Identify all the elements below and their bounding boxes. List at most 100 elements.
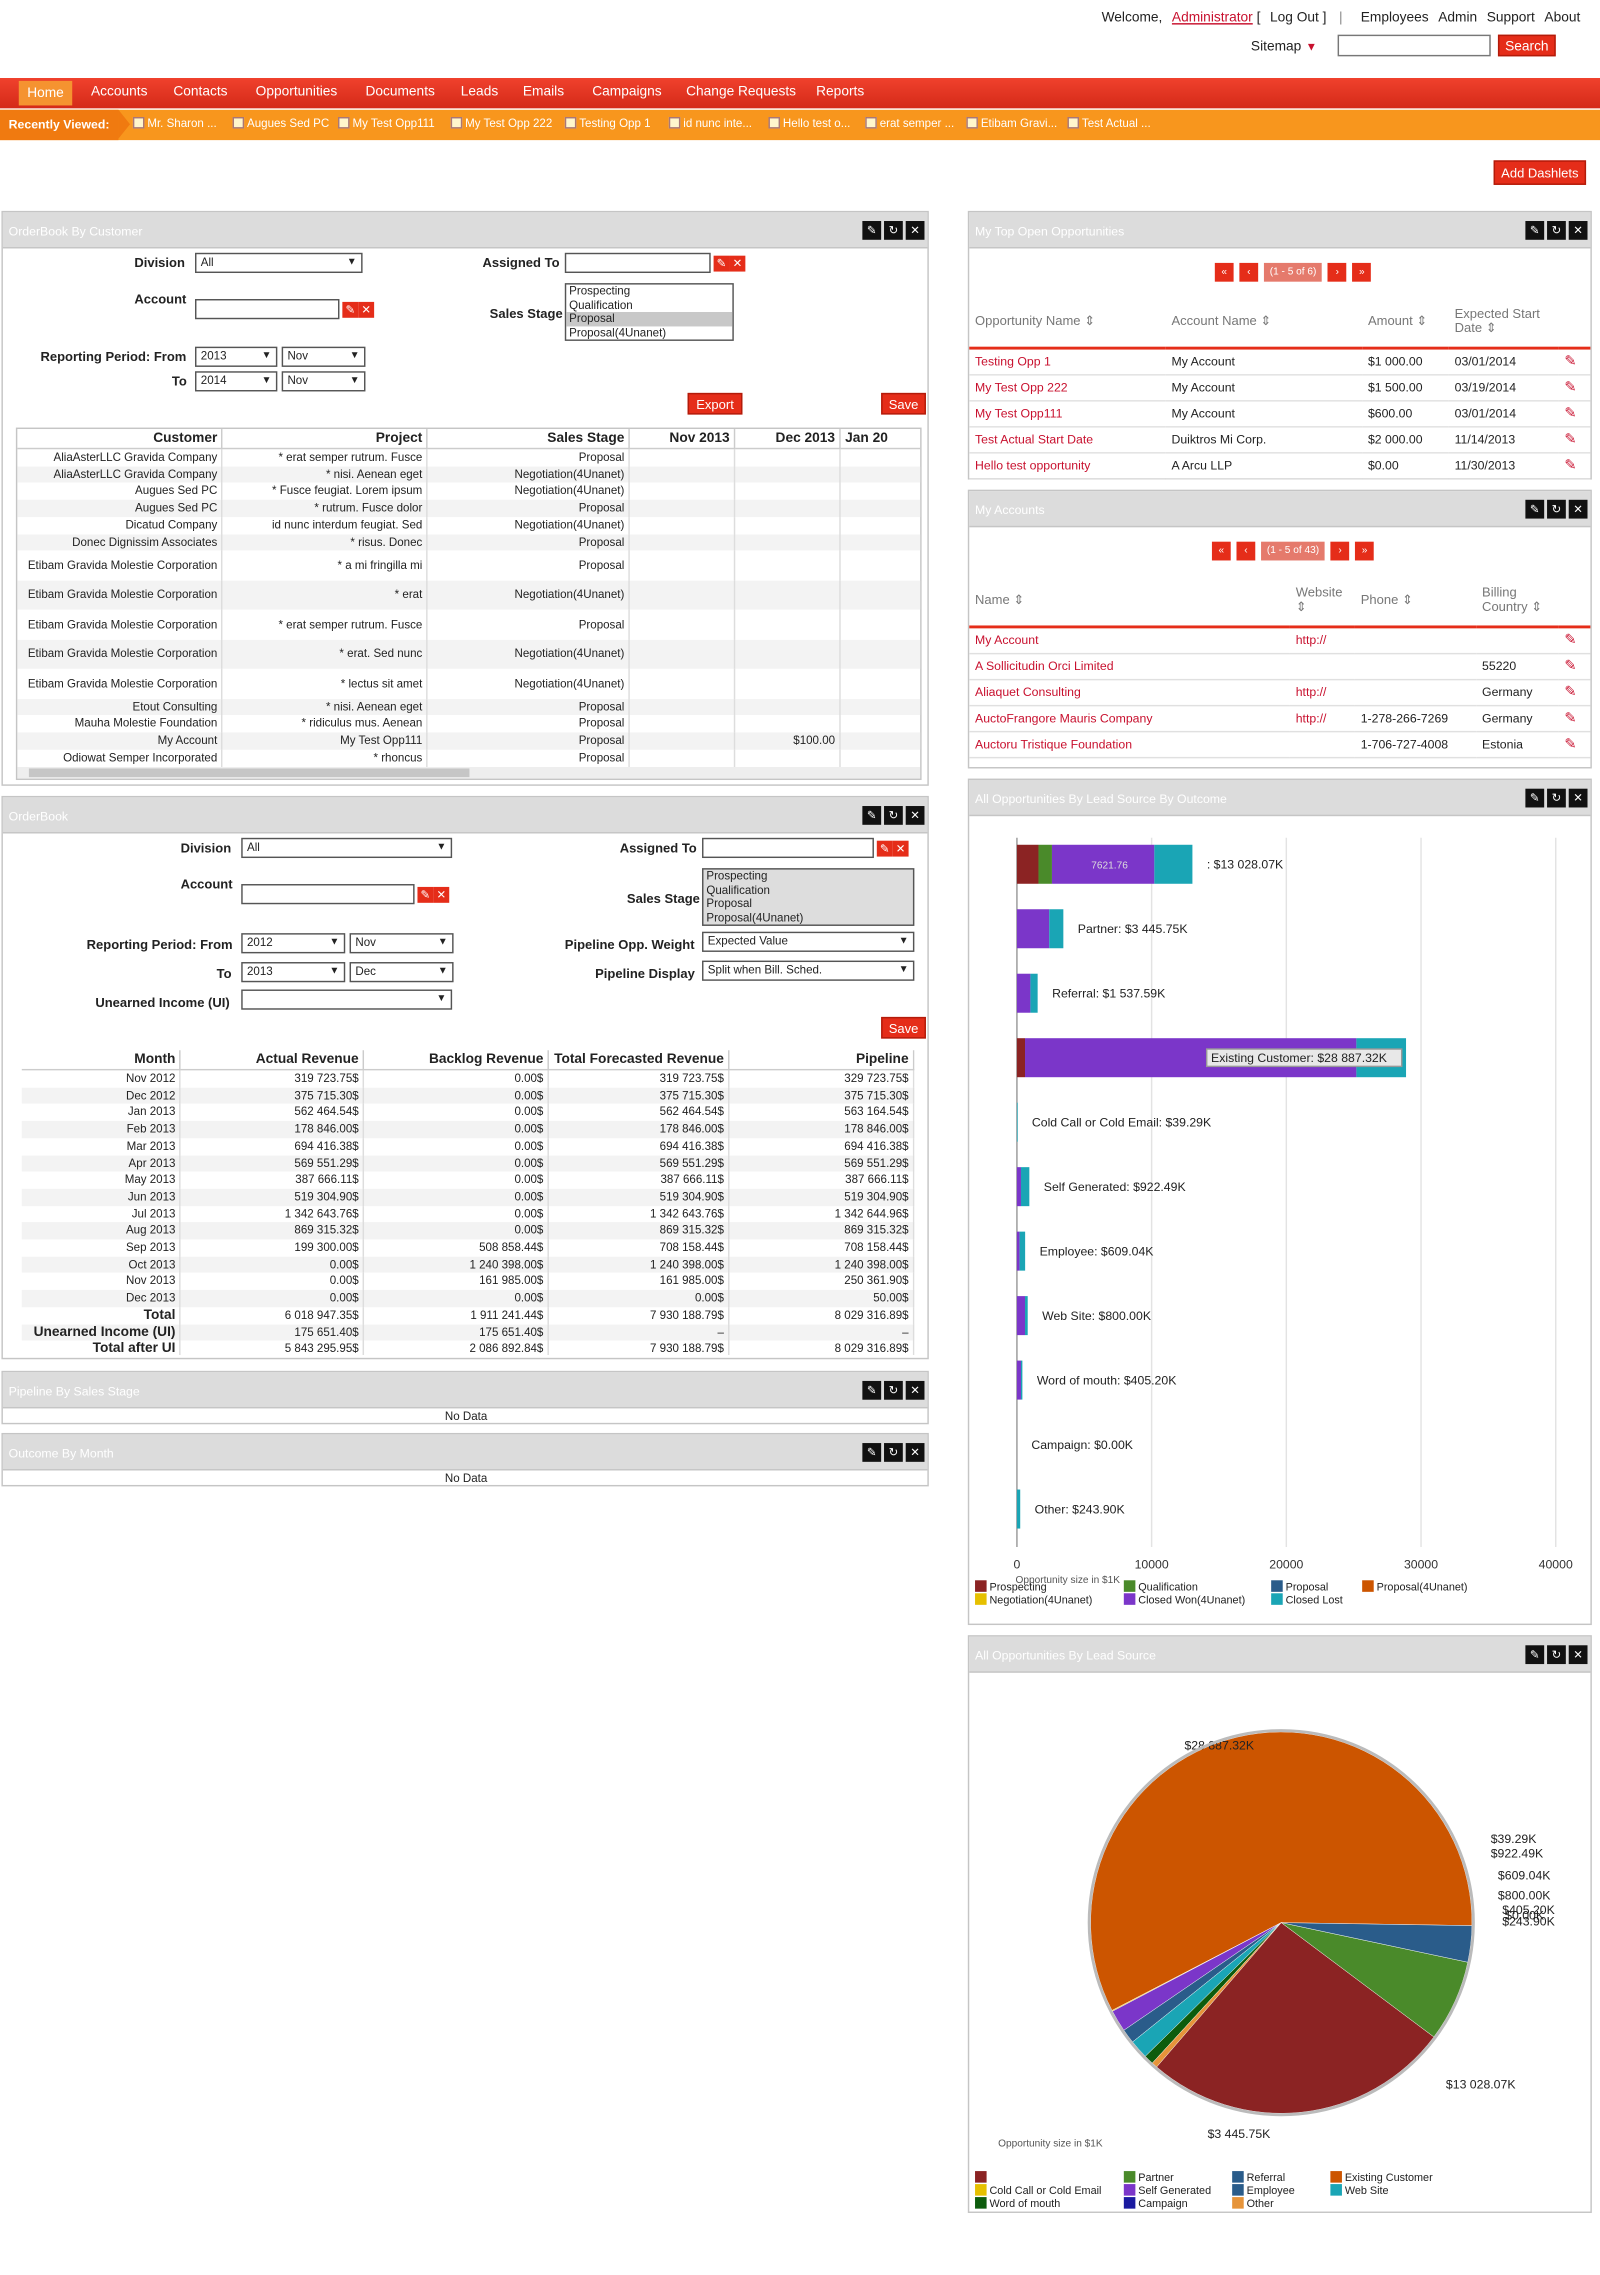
- first-page-icon[interactable]: «: [1214, 262, 1234, 282]
- opportunity-link[interactable]: Hello test opportunity: [969, 452, 1166, 479]
- recent-item[interactable]: Hello test o...: [768, 117, 850, 130]
- opportunity-link[interactable]: Test Actual Start Date: [969, 426, 1166, 453]
- stage-option[interactable]: Proposal(4Unanet): [569, 325, 667, 339]
- unearned-income-select[interactable]: [241, 989, 453, 1010]
- close-icon[interactable]: ✕: [1568, 221, 1588, 240]
- column-header[interactable]: Actual Revenue: [180, 1050, 365, 1071]
- horizontal-scrollbar[interactable]: [17, 767, 921, 779]
- refresh-icon[interactable]: ↻: [1547, 499, 1566, 519]
- tab-reports[interactable]: Reports: [816, 83, 865, 100]
- opportunity-link[interactable]: My Test Opp111: [969, 400, 1166, 427]
- website-link[interactable]: [1289, 652, 1355, 680]
- column-header[interactable]: Pipeline: [728, 1050, 915, 1071]
- edit-icon[interactable]: ✎: [1564, 379, 1577, 396]
- stage-option[interactable]: Qualification: [569, 298, 633, 312]
- from-month-select[interactable]: Nov: [349, 933, 454, 954]
- last-page-icon[interactable]: »: [1352, 262, 1372, 282]
- stage-option[interactable]: Proposal: [566, 312, 733, 326]
- assigned-to-input[interactable]: [702, 837, 874, 859]
- column-header[interactable]: Jan 20: [840, 429, 921, 450]
- prev-page-icon[interactable]: ‹: [1239, 262, 1259, 282]
- tab-documents[interactable]: Documents: [365, 83, 435, 100]
- column-header[interactable]: Amount ⇕: [1362, 296, 1449, 350]
- next-page-icon[interactable]: ›: [1330, 541, 1350, 561]
- pipeline-display-select[interactable]: Split when Bill. Sched.: [702, 960, 915, 981]
- from-year-select[interactable]: 2012: [241, 933, 346, 954]
- prev-page-icon[interactable]: ‹: [1236, 541, 1256, 561]
- tab-accounts[interactable]: Accounts: [91, 83, 148, 100]
- about-link[interactable]: About: [1544, 10, 1581, 27]
- clear-icon[interactable]: ✕: [358, 301, 375, 318]
- edit-icon[interactable]: ✎: [1564, 683, 1577, 700]
- to-year-select[interactable]: 2014: [195, 371, 278, 392]
- edit-icon[interactable]: ✎: [1564, 632, 1577, 649]
- clear-icon[interactable]: ✕: [433, 886, 450, 903]
- add-dashlets-button[interactable]: Add Dashlets: [1493, 160, 1587, 185]
- column-header[interactable]: Backlog Revenue: [363, 1050, 550, 1071]
- select-icon[interactable]: ✎: [713, 255, 730, 272]
- close-icon[interactable]: ✕: [905, 221, 925, 240]
- edit-icon[interactable]: ✎: [862, 1380, 882, 1400]
- opportunity-link[interactable]: My Test Opp 222: [969, 374, 1166, 401]
- from-year-select[interactable]: 2013: [195, 346, 278, 367]
- refresh-icon[interactable]: ↻: [1547, 788, 1566, 808]
- column-header[interactable]: Website ⇕: [1289, 574, 1355, 629]
- edit-icon[interactable]: ✎: [1564, 353, 1577, 370]
- column-header[interactable]: Nov 2013: [629, 429, 736, 450]
- last-page-icon[interactable]: »: [1355, 541, 1374, 561]
- sales-stage-listbox[interactable]: Prospecting Qualification Proposal Proposal…: [564, 283, 734, 341]
- column-header[interactable]: Customer: [17, 429, 224, 450]
- column-header[interactable]: Billing Country ⇕: [1476, 574, 1559, 629]
- logout-link[interactable]: Log Out: [1269, 10, 1319, 27]
- edit-icon[interactable]: ✎: [1564, 457, 1577, 474]
- account-input[interactable]: [241, 884, 415, 905]
- stage-option[interactable]: Proposal: [706, 897, 752, 911]
- export-button[interactable]: Export: [687, 392, 743, 415]
- account-link[interactable]: Auctoru Tristique Foundation: [969, 730, 1290, 758]
- close-icon[interactable]: ✕: [905, 1443, 925, 1462]
- website-link[interactable]: http://: [1289, 626, 1355, 654]
- account-link[interactable]: A Sollicitudin Orci Limited: [969, 652, 1290, 680]
- tab-opportunities[interactable]: Opportunities: [255, 83, 338, 100]
- stage-option[interactable]: Qualification: [706, 883, 770, 897]
- select-icon[interactable]: ✎: [417, 886, 434, 903]
- division-select[interactable]: All: [241, 837, 453, 859]
- column-header[interactable]: Expected Start Date ⇕: [1448, 296, 1559, 350]
- tab-leads[interactable]: Leads: [460, 83, 499, 100]
- pipeline-weight-select[interactable]: Expected Value: [702, 931, 915, 952]
- sitemap-menu[interactable]: Sitemap ▼: [1251, 39, 1317, 55]
- website-link[interactable]: http://: [1289, 704, 1355, 732]
- refresh-icon[interactable]: ↻: [884, 806, 903, 825]
- to-year-select[interactable]: 2013: [241, 962, 346, 983]
- edit-icon[interactable]: ✎: [1564, 735, 1577, 752]
- recent-item[interactable]: Mr. Sharon ...: [132, 117, 217, 130]
- next-page-icon[interactable]: ›: [1327, 262, 1347, 282]
- search-input[interactable]: [1337, 34, 1491, 57]
- recent-item[interactable]: Testing Opp 1: [564, 117, 651, 130]
- column-header[interactable]: Dec 2013: [734, 429, 841, 450]
- employees-link[interactable]: Employees: [1360, 10, 1429, 27]
- column-header[interactable]: Total Forecasted Revenue: [548, 1050, 730, 1071]
- column-header[interactable]: Project: [222, 429, 429, 450]
- to-month-select[interactable]: Dec: [349, 962, 454, 983]
- column-header[interactable]: Sales Stage: [427, 429, 631, 450]
- tab-change-requests[interactable]: Change Requests: [686, 83, 797, 100]
- account-link[interactable]: AuctoFrangore Mauris Company: [969, 704, 1290, 732]
- edit-icon[interactable]: ✎: [862, 221, 882, 240]
- from-month-select[interactable]: Nov: [281, 346, 366, 367]
- edit-icon[interactable]: ✎: [1564, 709, 1577, 726]
- close-icon[interactable]: ✕: [905, 806, 925, 825]
- account-link[interactable]: Aliaquet Consulting: [969, 678, 1290, 706]
- stage-option[interactable]: Proposal(4Unanet): [706, 910, 804, 924]
- save-button[interactable]: Save: [881, 392, 926, 415]
- refresh-icon[interactable]: ↻: [1547, 1645, 1566, 1665]
- close-icon[interactable]: ✕: [1568, 499, 1588, 519]
- refresh-icon[interactable]: ↻: [884, 1443, 903, 1462]
- column-header[interactable]: Opportunity Name ⇕: [969, 296, 1166, 350]
- column-header[interactable]: Account Name ⇕: [1165, 296, 1363, 350]
- save-button[interactable]: Save: [881, 1016, 926, 1039]
- support-link[interactable]: Support: [1486, 10, 1535, 27]
- tab-campaigns[interactable]: Campaigns: [592, 83, 662, 100]
- opportunity-link[interactable]: Testing Opp 1: [969, 348, 1166, 375]
- assigned-to-input[interactable]: [564, 252, 711, 274]
